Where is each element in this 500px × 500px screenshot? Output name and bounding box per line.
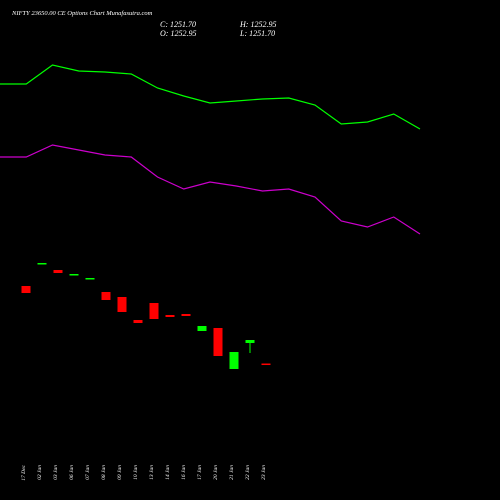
candle-body — [229, 352, 239, 369]
x-tick-label: 09 Jan — [117, 465, 123, 480]
x-tick-label: 17 Dec — [21, 464, 27, 480]
candle-body — [21, 286, 31, 293]
candle-body — [85, 278, 95, 280]
x-tick-label: 14 Jan — [164, 465, 171, 480]
x-tick-label: 02 Jan — [37, 465, 43, 480]
candle-body — [181, 314, 191, 316]
x-tick-label: 17 Jan — [197, 465, 203, 480]
candle-body — [53, 270, 63, 273]
x-tick-label: 07 Jan — [85, 465, 91, 480]
candle-body — [245, 340, 255, 343]
quote-close: C: 1251.70 — [160, 20, 196, 29]
x-tick-label: 23 Jan — [261, 465, 267, 480]
candle-body — [133, 320, 143, 323]
candle-body — [101, 292, 111, 300]
candle-body — [69, 274, 79, 276]
x-tick-label: 16 Jan — [181, 465, 187, 480]
x-tick-label: 06 Jan — [69, 465, 75, 480]
quote-low: L: 1251.70 — [239, 29, 275, 38]
quote-open: O: 1252.95 — [160, 29, 196, 38]
candle-body — [117, 297, 127, 312]
line-series — [0, 64, 421, 130]
quote-high: H: 1252.95 — [239, 20, 276, 29]
x-tick-label: 21 Jan — [229, 465, 235, 480]
candle-body — [197, 326, 207, 331]
x-tick-label: 22 Jan — [245, 465, 251, 480]
candle-body — [213, 328, 223, 356]
x-tick-label: 20 Jan — [213, 465, 219, 480]
candle-body — [149, 303, 159, 319]
chart-title: NIFTY 23650.00 CE Options Chart Munafasu… — [11, 10, 153, 17]
line-series — [0, 144, 421, 235]
candle-body — [165, 315, 175, 317]
x-tick-label: 03 Jan — [53, 465, 59, 480]
candle-body — [261, 363, 271, 366]
x-tick-label: 10 Jan — [133, 465, 139, 480]
x-tick-label: 13 Jan — [149, 465, 155, 480]
candle-body — [37, 263, 47, 265]
x-tick-label: 08 Jan — [101, 465, 107, 480]
